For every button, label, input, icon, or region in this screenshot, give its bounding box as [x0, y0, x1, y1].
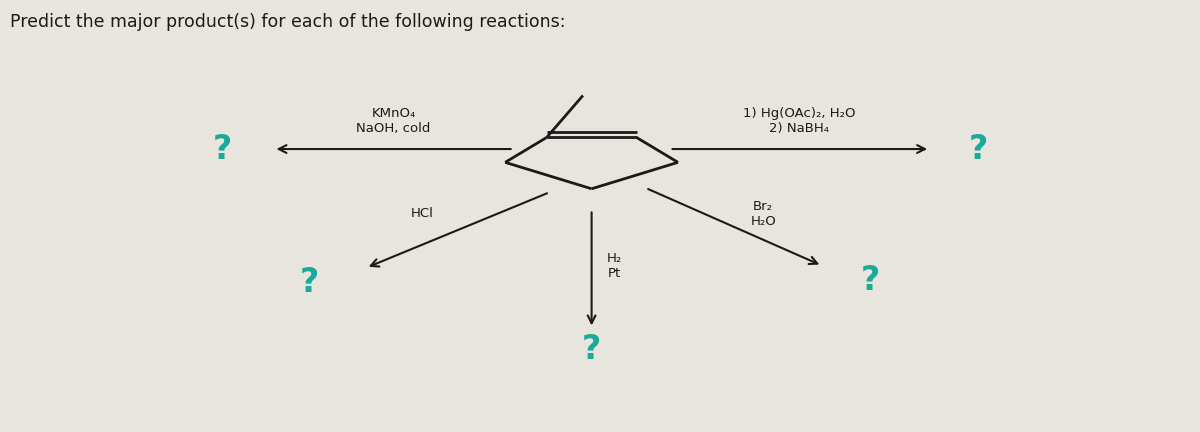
Text: ?: ? — [300, 267, 319, 299]
Text: ?: ? — [968, 133, 988, 165]
Text: HCl: HCl — [410, 207, 434, 220]
Text: ?: ? — [860, 264, 880, 297]
Text: Br₂
H₂O: Br₂ H₂O — [750, 200, 776, 228]
Text: ?: ? — [212, 133, 232, 165]
Text: H₂
Pt: H₂ Pt — [607, 252, 622, 280]
Text: ?: ? — [582, 334, 601, 366]
Text: KMnO₄
NaOH, cold: KMnO₄ NaOH, cold — [356, 107, 431, 135]
Text: Predict the major product(s) for each of the following reactions:: Predict the major product(s) for each of… — [10, 13, 565, 31]
Text: 1) Hg(OAc)₂, H₂O
2) NaBH₄: 1) Hg(OAc)₂, H₂O 2) NaBH₄ — [743, 107, 856, 135]
